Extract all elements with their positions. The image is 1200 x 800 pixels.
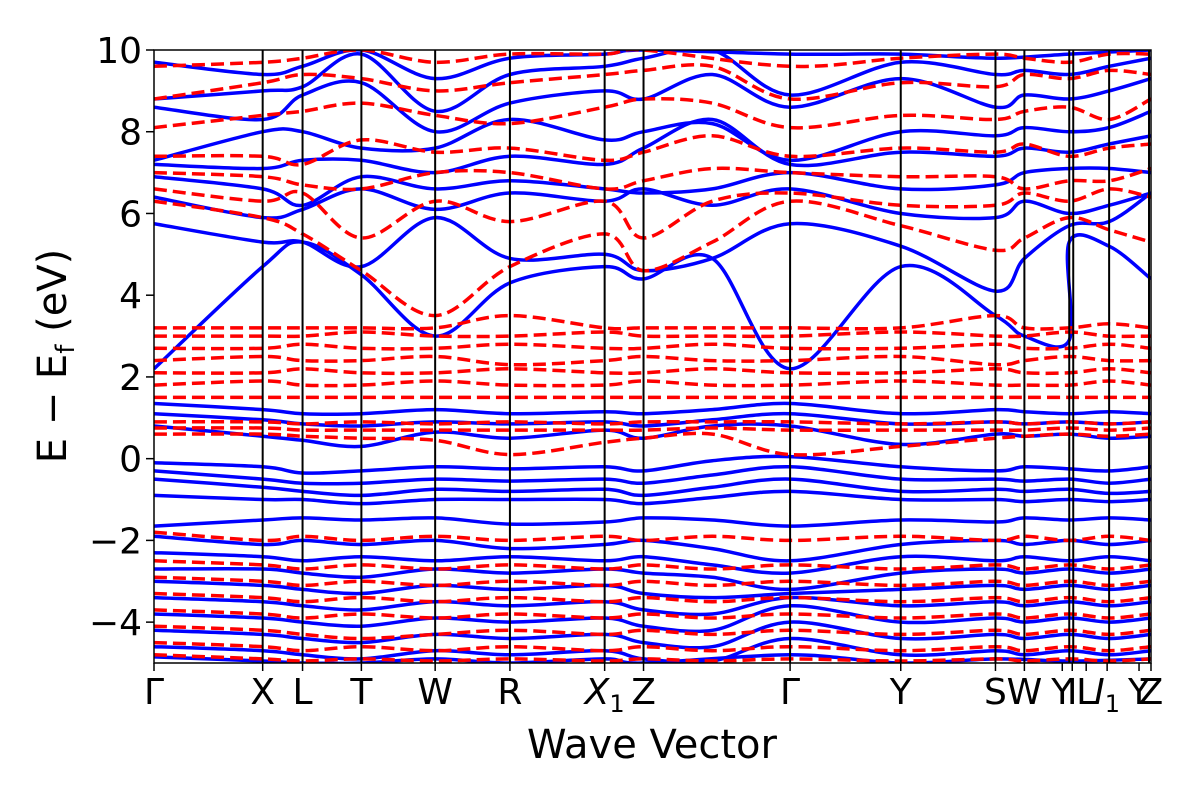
solid-band-3 xyxy=(154,166,1151,208)
solid-band-23 xyxy=(154,620,1151,650)
x-tick-label: L xyxy=(1076,672,1096,713)
solid-band-14 xyxy=(154,477,1151,498)
x-tick-label: R xyxy=(497,672,522,713)
y-tick-label: 4 xyxy=(119,276,142,317)
solid-band-9 xyxy=(154,401,1151,416)
solid-band-22 xyxy=(154,604,1151,634)
y-tick-label: 0 xyxy=(119,440,142,481)
dashed-band-7 xyxy=(154,342,1151,351)
dashed-band-8 xyxy=(154,330,1151,339)
kpoint-divider-lines xyxy=(261,50,1151,663)
y-tick-label: 10 xyxy=(96,31,142,72)
dashed-band-10 xyxy=(154,199,1151,318)
x-tick-label: I1 xyxy=(1094,672,1120,718)
solid-band-4 xyxy=(154,117,1151,175)
dashed-band-4 xyxy=(154,379,1151,388)
y-axis-ticks: −4 −2 0 2 4 6 8 10 xyxy=(89,31,154,644)
band-lines xyxy=(154,50,1151,663)
solid-band-18 xyxy=(154,550,1151,576)
solid-band-16 xyxy=(154,516,1151,528)
solid-band-6 xyxy=(154,72,1151,134)
dashed-band-15 xyxy=(154,63,1151,102)
dashed-band-9 xyxy=(154,313,1151,331)
x-tick-label: L xyxy=(293,672,313,713)
dashed-band-22 xyxy=(154,624,1151,641)
dashed-band-20 xyxy=(154,591,1151,604)
dashed-band-11 xyxy=(154,187,1151,240)
dashed-band-12 xyxy=(154,166,1151,192)
dashed-band-14 xyxy=(154,96,1151,130)
dashed-band-17 xyxy=(154,530,1151,543)
dashed-band-16 xyxy=(154,50,1151,69)
solid-band-1 xyxy=(154,191,1151,293)
x-tick-label: Y xyxy=(889,672,913,713)
dashed-band-13 xyxy=(154,134,1151,167)
dashed-band-2 xyxy=(154,419,1151,426)
dashed-band-21 xyxy=(154,608,1151,620)
x-tick-label: Y xyxy=(1050,672,1074,713)
x-tick-label: W xyxy=(417,672,453,713)
x-tick-label: X xyxy=(250,672,275,713)
dashed-band-24 xyxy=(154,653,1151,663)
x-axis-title: Wave Vector xyxy=(527,722,778,768)
y-tick-label: 8 xyxy=(119,113,142,154)
solid-band-21 xyxy=(154,595,1151,617)
y-axis-title: E − Ef (eV) xyxy=(30,249,81,464)
solid-band-20 xyxy=(154,579,1151,600)
solid-band-13 xyxy=(154,465,1151,486)
dashed-band-5 xyxy=(154,367,1151,376)
solid-band-12 xyxy=(154,454,1151,475)
dashed-band-18 xyxy=(154,559,1151,571)
x-tick-label: X1 xyxy=(583,672,625,718)
x-tick-label: W xyxy=(1007,672,1043,713)
x-tick-label: Y xyxy=(1127,672,1151,713)
dashed-band-6 xyxy=(154,354,1151,367)
dashed-band-19 xyxy=(154,575,1151,588)
solid-band-19 xyxy=(154,566,1151,592)
x-tick-label: T xyxy=(349,672,373,713)
x-tick-label: Γ xyxy=(780,672,800,713)
x-tick-label: Z xyxy=(631,672,656,713)
y-tick-label: −2 xyxy=(89,521,142,562)
solid-band-17 xyxy=(154,534,1151,563)
y-tick-label: −4 xyxy=(89,603,142,644)
dashed-band-23 xyxy=(154,640,1151,653)
x-tick-label: Z xyxy=(1139,672,1164,713)
dashed-band-0 xyxy=(154,431,1151,457)
solid-band-15 xyxy=(154,489,1151,506)
solid-band-2 xyxy=(154,187,1151,221)
y-tick-label: 6 xyxy=(119,194,142,235)
solid-band-5 xyxy=(154,109,1151,163)
x-tick-label: Γ xyxy=(144,672,164,713)
solid-band-7 xyxy=(154,50,1151,114)
x-tick-label: I xyxy=(1067,672,1078,713)
y-tick-label: 2 xyxy=(119,358,142,399)
plot-frame xyxy=(153,49,1152,664)
dashed-band-1 xyxy=(154,426,1151,432)
x-tick-label: S xyxy=(984,672,1007,713)
